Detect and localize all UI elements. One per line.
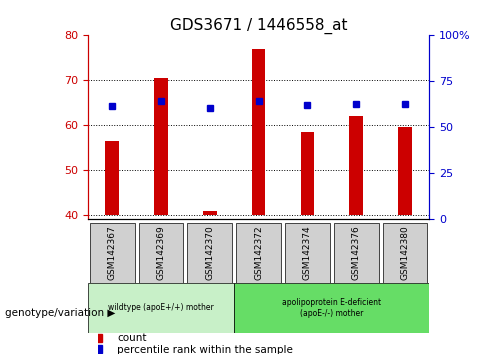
Bar xyxy=(154,78,168,215)
FancyBboxPatch shape xyxy=(187,223,232,283)
Text: GSM142374: GSM142374 xyxy=(303,226,312,280)
FancyBboxPatch shape xyxy=(88,283,234,333)
Bar xyxy=(301,132,314,215)
Text: GSM142372: GSM142372 xyxy=(254,226,263,280)
FancyBboxPatch shape xyxy=(236,223,281,283)
Text: apolipoprotein E-deficient
(apoE-/-) mother: apolipoprotein E-deficient (apoE-/-) mot… xyxy=(282,298,382,318)
Title: GDS3671 / 1446558_at: GDS3671 / 1446558_at xyxy=(170,18,347,34)
FancyBboxPatch shape xyxy=(383,223,427,283)
Bar xyxy=(349,116,363,215)
FancyBboxPatch shape xyxy=(334,223,379,283)
Text: GSM142376: GSM142376 xyxy=(352,226,361,280)
Bar xyxy=(105,141,119,215)
Bar xyxy=(398,127,412,215)
Text: wildtype (apoE+/+) mother: wildtype (apoE+/+) mother xyxy=(108,303,214,313)
Text: percentile rank within the sample: percentile rank within the sample xyxy=(117,346,293,354)
Text: GSM142370: GSM142370 xyxy=(205,226,214,280)
FancyBboxPatch shape xyxy=(139,223,183,283)
Text: GSM142367: GSM142367 xyxy=(108,226,117,280)
Text: genotype/variation ▶: genotype/variation ▶ xyxy=(5,308,115,318)
FancyBboxPatch shape xyxy=(90,223,135,283)
Text: count: count xyxy=(117,333,146,343)
FancyBboxPatch shape xyxy=(285,223,330,283)
Text: GSM142380: GSM142380 xyxy=(401,226,409,280)
Bar xyxy=(252,49,265,215)
Bar xyxy=(203,211,217,215)
Text: GSM142369: GSM142369 xyxy=(157,226,165,280)
FancyBboxPatch shape xyxy=(234,283,429,333)
